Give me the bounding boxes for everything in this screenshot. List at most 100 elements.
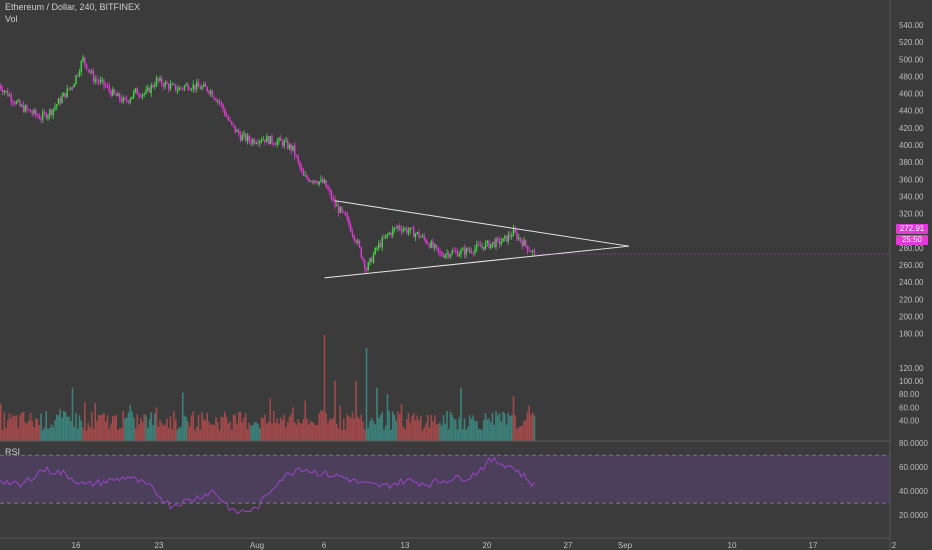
volume-bar — [153, 413, 156, 441]
candle-body — [222, 104, 224, 110]
candle-body — [316, 182, 319, 185]
candle-body — [490, 243, 492, 249]
volume-bar — [437, 423, 440, 441]
candle-body — [533, 250, 536, 252]
candle-body — [390, 233, 392, 236]
candle-body — [61, 96, 63, 103]
candle-body — [183, 85, 186, 89]
volume-bar — [57, 415, 60, 441]
rsi-band — [0, 455, 890, 504]
candle-body — [274, 144, 277, 146]
volume-bar — [395, 420, 398, 441]
candle-body — [201, 86, 203, 90]
candle-body — [213, 97, 215, 99]
candle-body — [152, 85, 154, 87]
candle-body — [297, 156, 299, 162]
candle-body — [463, 248, 466, 255]
candle-body — [427, 243, 429, 245]
volume-bar — [94, 402, 97, 441]
candle-body — [178, 87, 180, 91]
candle-body — [157, 78, 159, 81]
volume-bar — [36, 418, 39, 441]
candle-body — [476, 244, 478, 249]
volume-bar — [248, 423, 251, 441]
candle-body — [238, 130, 240, 135]
volume-bar — [185, 416, 188, 441]
candle-body — [404, 228, 406, 230]
candle-body — [108, 86, 110, 91]
candle-body — [358, 240, 361, 248]
candle-body — [381, 237, 383, 248]
candle-body — [386, 234, 389, 236]
volume-bar — [6, 420, 9, 441]
candle-body — [264, 139, 266, 143]
volume-bar — [199, 429, 202, 441]
volume-bar — [134, 428, 137, 441]
volume-bar — [292, 407, 294, 441]
candle-body — [164, 82, 166, 87]
volume-bar — [222, 417, 224, 441]
volume-bar — [314, 425, 317, 441]
volume-bar — [216, 421, 219, 441]
candle-body — [68, 88, 70, 90]
time-tick-label: 6 — [322, 541, 327, 550]
volume-bar — [404, 429, 406, 441]
candle-body — [255, 142, 257, 144]
volume-bar — [397, 411, 399, 441]
volume-bar — [402, 426, 405, 441]
price-tick-label: 420.00 — [899, 124, 924, 133]
volume-bar — [176, 429, 179, 441]
candle-body — [280, 138, 282, 141]
candle-body — [525, 240, 527, 246]
candle-body — [3, 91, 5, 93]
candle-body — [28, 109, 30, 111]
candle-body — [315, 180, 317, 183]
candle-body — [103, 79, 105, 86]
last-price-tag: 272.91 — [896, 224, 928, 234]
candle-body — [241, 135, 243, 141]
candle-body — [327, 187, 329, 190]
candle-body — [22, 105, 25, 112]
volume-bar — [335, 424, 338, 441]
candle-body — [98, 80, 100, 83]
candle-body — [416, 232, 418, 234]
candle-body — [462, 248, 464, 251]
candle-body — [372, 254, 375, 263]
volume-bar — [85, 430, 88, 441]
candle-body — [141, 94, 144, 97]
volume-bar — [108, 428, 111, 441]
volume-bar — [120, 428, 123, 441]
volume-bar — [41, 430, 44, 441]
volume-bar — [206, 412, 209, 441]
candle-body — [59, 98, 61, 103]
candle-body — [1, 88, 4, 93]
price-tick-label: 200.00 — [899, 313, 924, 322]
volume-bar — [311, 421, 314, 441]
volume-bar — [227, 423, 230, 441]
candle-body — [400, 228, 403, 232]
candle-body — [294, 145, 296, 156]
volume-bar — [187, 420, 189, 441]
volume-bar — [479, 429, 482, 441]
candle-body — [77, 75, 79, 77]
volume-bar — [426, 414, 429, 441]
candle-body — [362, 257, 364, 261]
volume-bar — [218, 430, 221, 441]
time-tick-label: 17 — [809, 541, 818, 550]
candle-body — [334, 199, 336, 206]
price-tick-label: 400.00 — [899, 141, 924, 150]
volume-bar — [76, 428, 79, 441]
volume-bar — [127, 412, 130, 441]
volume-bar — [148, 419, 151, 441]
candle-body — [470, 250, 473, 253]
volume-bar — [316, 424, 319, 441]
candle-body — [267, 136, 270, 144]
candle-body — [245, 133, 247, 141]
volume-bar — [321, 410, 324, 441]
volume-bar — [90, 412, 93, 441]
volume-bar — [269, 398, 272, 441]
volume-bar — [223, 411, 226, 441]
volume-bar — [285, 427, 287, 441]
candle-body — [45, 113, 47, 119]
volume-bar — [486, 419, 489, 441]
